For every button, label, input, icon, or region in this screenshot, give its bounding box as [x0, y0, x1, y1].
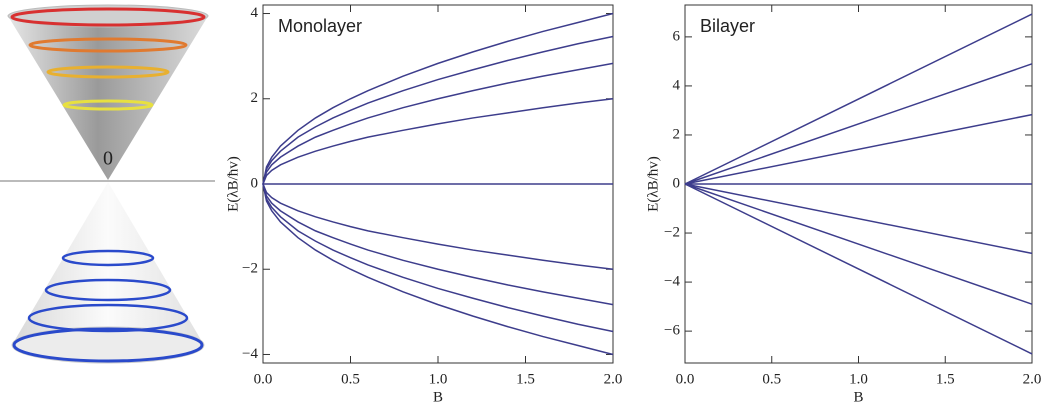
y-tick-label: −2: [242, 261, 258, 277]
y-tick-label: −2: [664, 224, 680, 240]
line-series: [684, 183, 1033, 255]
y-tick-label: −4: [664, 274, 680, 290]
line-series: [262, 183, 614, 333]
line-series: [262, 12, 614, 185]
line-series: [262, 62, 614, 185]
y-tick-label: −4: [242, 346, 258, 362]
ring: [27, 303, 189, 333]
ring: [61, 249, 155, 267]
chart: 0.0 0.5 1.0 1.5 2.0 −4 −2 0 2 4 B E(λB/ħv) Monolayer: [225, 4, 623, 405]
line-series: [262, 98, 614, 185]
y-tick-label: 0: [673, 175, 681, 191]
line-series: [684, 113, 1033, 185]
x-tick-label: 1.5: [516, 371, 535, 387]
x-tick-label: 2.0: [1023, 371, 1042, 387]
line-series: [684, 63, 1033, 185]
line-series: [684, 13, 1033, 185]
x-tick-label: 1.5: [936, 371, 955, 387]
line-series: [262, 35, 614, 185]
x-tick-label: 1.0: [429, 371, 448, 387]
ring: [44, 278, 172, 302]
y-tick-label: −6: [664, 323, 680, 339]
zero-label: 0: [103, 148, 113, 170]
y-tick-label: 0: [251, 175, 259, 191]
x-tick-label: 2.0: [604, 371, 623, 387]
annotation: Monolayer: [278, 16, 362, 36]
line-series: [262, 183, 614, 306]
ring: [12, 327, 204, 363]
y-tick-label: 2: [251, 90, 259, 106]
x-tick-label: 0.0: [676, 371, 695, 387]
dirac-cone: 0: [0, 4, 215, 364]
ring: [62, 99, 154, 111]
x-tick-label: 0.5: [762, 371, 781, 387]
x-tick-label: 1.0: [849, 371, 868, 387]
y-axis-label: E(λB/ħv): [225, 156, 241, 212]
annotation: Bilayer: [700, 16, 755, 36]
line-series: [684, 183, 1033, 355]
ring: [46, 65, 170, 79]
y-tick-label: 2: [673, 126, 681, 142]
x-tick-label: 0.0: [254, 371, 273, 387]
lower-cone: [12, 182, 204, 345]
y-tick-label: 6: [673, 28, 681, 44]
y-tick-label: 4: [251, 5, 259, 21]
line-series: [262, 183, 614, 270]
ring: [28, 37, 188, 53]
y-tick-label: 4: [673, 77, 681, 93]
line-series: [262, 183, 614, 356]
lower-cap: [11, 326, 205, 364]
y-axis-label: E(λB/ħv): [645, 156, 661, 212]
ring: [10, 7, 206, 27]
chart: 0.0 0.5 1.0 1.5 2.0 −6 −4 −2 0 2 4 6 B E(λB/ħv) Bilaye…: [645, 4, 1042, 405]
x-axis-label: B: [853, 389, 863, 405]
x-axis-label: B: [433, 389, 443, 405]
line-series: [684, 183, 1033, 305]
x-tick-label: 0.5: [341, 371, 360, 387]
upper-cone: [8, 16, 208, 180]
